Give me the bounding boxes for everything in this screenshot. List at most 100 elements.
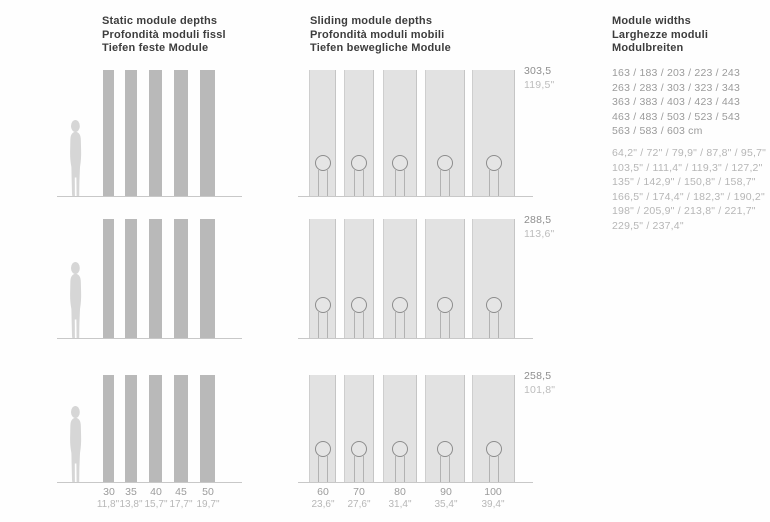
depth-inch-label: 11,8" bbox=[96, 499, 120, 510]
height-cm-value: 258,5 bbox=[524, 370, 552, 382]
depth-cm-label: 45 bbox=[175, 486, 187, 498]
depth-cm-label: 40 bbox=[150, 486, 162, 498]
sliding-module-panel-100 bbox=[472, 219, 515, 338]
static-module-bar-35 bbox=[125, 70, 137, 196]
sliding-module-panel-70 bbox=[344, 70, 374, 196]
wheel-circle-icon bbox=[437, 441, 453, 457]
wheel-circle-icon bbox=[485, 441, 502, 457]
person-silhouette-icon bbox=[70, 406, 82, 482]
heading-line-it: Profondità moduli mobili bbox=[310, 28, 445, 41]
ground-line-middle bbox=[298, 482, 533, 483]
wheel-fork-line bbox=[404, 312, 405, 338]
ground-line-left bbox=[57, 338, 242, 339]
wheel-fork-line bbox=[449, 312, 450, 338]
inch-list-line: 198" / 205,9" / 213,8" / 221,7" bbox=[612, 205, 756, 218]
wheel-fork-line bbox=[363, 456, 364, 482]
heading-line-it: Profondità moduli fissl bbox=[102, 28, 226, 41]
wheel-fork-line bbox=[497, 170, 499, 196]
module-widths-cm-list: 163 / 183 / 203 / 223 / 243 263 / 283 / … bbox=[612, 66, 740, 139]
diagram-row-1: 303,5 119,5" bbox=[0, 65, 770, 197]
wheel-fork-line bbox=[317, 456, 319, 482]
height-inch-value: 119,5" bbox=[524, 79, 555, 91]
static-module-bar-30 bbox=[103, 375, 114, 482]
depth-labels-cm: 30 35 40 45 50 60 70 80 90 100 bbox=[0, 486, 770, 499]
heading-line-de: Modulbreiten bbox=[612, 42, 684, 54]
cm-list-line: 563 / 583 / 603 cm bbox=[612, 125, 703, 138]
wheel-fork-line bbox=[317, 312, 319, 338]
height-cm-value: 303,5 bbox=[524, 65, 552, 77]
wheel-fork-line bbox=[395, 312, 396, 338]
static-module-bar-40 bbox=[149, 70, 162, 196]
sliding-module-panel-80 bbox=[383, 219, 417, 338]
person-silhouette-icon bbox=[70, 120, 82, 196]
wheel-fork-line bbox=[317, 170, 319, 196]
ground-line-left bbox=[57, 482, 242, 483]
depth-cm-label: 60 bbox=[317, 486, 329, 498]
static-module-bar-40 bbox=[149, 375, 162, 482]
wheel-fork-line bbox=[404, 456, 405, 482]
wheel-fork-line bbox=[326, 312, 328, 338]
heading-line-en: Sliding module depths bbox=[310, 15, 433, 27]
wheel-circle-icon bbox=[314, 441, 331, 457]
depth-cm-label: 100 bbox=[484, 486, 502, 498]
static-module-bar-35 bbox=[125, 219, 137, 338]
static-module-bar-35 bbox=[125, 375, 137, 482]
static-depths-heading: Static module depths Profondità moduli f… bbox=[102, 15, 226, 56]
depth-cm-label: 80 bbox=[394, 486, 406, 498]
inch-list-line: 166,5" / 174,4" / 182,3" / 190,2" bbox=[612, 190, 765, 203]
inch-list-line: 229,5" / 237,4" bbox=[612, 219, 684, 232]
heading-line-it: Larghezze moduli bbox=[612, 28, 709, 41]
sliding-module-panel-70 bbox=[344, 219, 374, 338]
wheel-circle-icon bbox=[437, 297, 453, 313]
depth-inch-label: 15,7" bbox=[144, 499, 168, 510]
cm-list-line: 263 / 283 / 303 / 323 / 343 bbox=[612, 81, 741, 94]
wheel-fork-line bbox=[326, 170, 328, 196]
height-measurement: 288,5 113,6" bbox=[524, 213, 554, 241]
depth-inch-label: 13,8" bbox=[119, 499, 143, 510]
heading-line-en: Module widths bbox=[612, 15, 691, 27]
depth-inch-label: 23,6" bbox=[311, 499, 335, 510]
wheel-circle-icon bbox=[485, 155, 502, 171]
static-module-bar-45 bbox=[174, 70, 188, 196]
depth-cm-label: 30 bbox=[103, 486, 115, 498]
wheel-circle-icon bbox=[351, 441, 367, 457]
depth-cm-label: 35 bbox=[125, 486, 137, 498]
inch-list-line: 64,2" / 72" / 79,9" / 87,8" / 95,7" bbox=[612, 147, 767, 159]
module-widths-inch-list: 64,2" / 72" / 79,9" / 87,8" / 95,7" 103,… bbox=[612, 146, 766, 234]
static-module-bar-50 bbox=[200, 70, 215, 196]
wheel-circle-icon bbox=[392, 155, 408, 171]
wheel-fork-line bbox=[395, 456, 396, 482]
cm-list-line: 163 / 183 / 203 / 223 / 243 bbox=[612, 67, 741, 79]
heading-line-en: Static module depths bbox=[102, 15, 218, 27]
diagram-row-3: 258,5 101,8" bbox=[0, 370, 770, 483]
depth-inch-label: 31,4" bbox=[388, 499, 412, 510]
inch-list-line: 103,5" / 111,4" / 119,3" / 127,2" bbox=[612, 161, 763, 174]
wheel-fork-line bbox=[395, 170, 396, 196]
ground-line-middle bbox=[298, 338, 533, 339]
depth-inch-label: 19,7" bbox=[196, 499, 220, 510]
sliding-depths-heading: Sliding module depths Profondità moduli … bbox=[310, 15, 451, 56]
wheel-fork-line bbox=[440, 170, 441, 196]
height-measurement: 303,5 119,5" bbox=[524, 64, 554, 92]
sliding-module-panel-100 bbox=[472, 70, 515, 196]
height-measurement: 258,5 101,8" bbox=[524, 369, 555, 397]
wheel-fork-line bbox=[449, 456, 450, 482]
static-module-bar-50 bbox=[200, 219, 215, 338]
depth-inch-label: 39,4" bbox=[481, 499, 505, 510]
wheel-circle-icon bbox=[392, 441, 408, 457]
sliding-module-panel-60 bbox=[309, 219, 336, 338]
wheel-circle-icon bbox=[314, 155, 331, 171]
depth-inch-label: 27,6" bbox=[347, 499, 371, 510]
wheel-fork-line bbox=[497, 312, 499, 338]
sliding-module-panel-90 bbox=[425, 70, 465, 196]
sliding-module-panel-70 bbox=[344, 375, 374, 482]
wheel-fork-line bbox=[449, 170, 450, 196]
depth-cm-label: 70 bbox=[353, 486, 365, 498]
height-inch-value: 101,8" bbox=[524, 384, 556, 396]
sliding-module-panel-80 bbox=[383, 375, 417, 482]
static-module-bar-30 bbox=[103, 70, 114, 196]
wheel-circle-icon bbox=[351, 155, 367, 171]
static-module-bar-45 bbox=[174, 219, 188, 338]
diagram-row-2: 288,5 113,6" bbox=[0, 214, 770, 339]
